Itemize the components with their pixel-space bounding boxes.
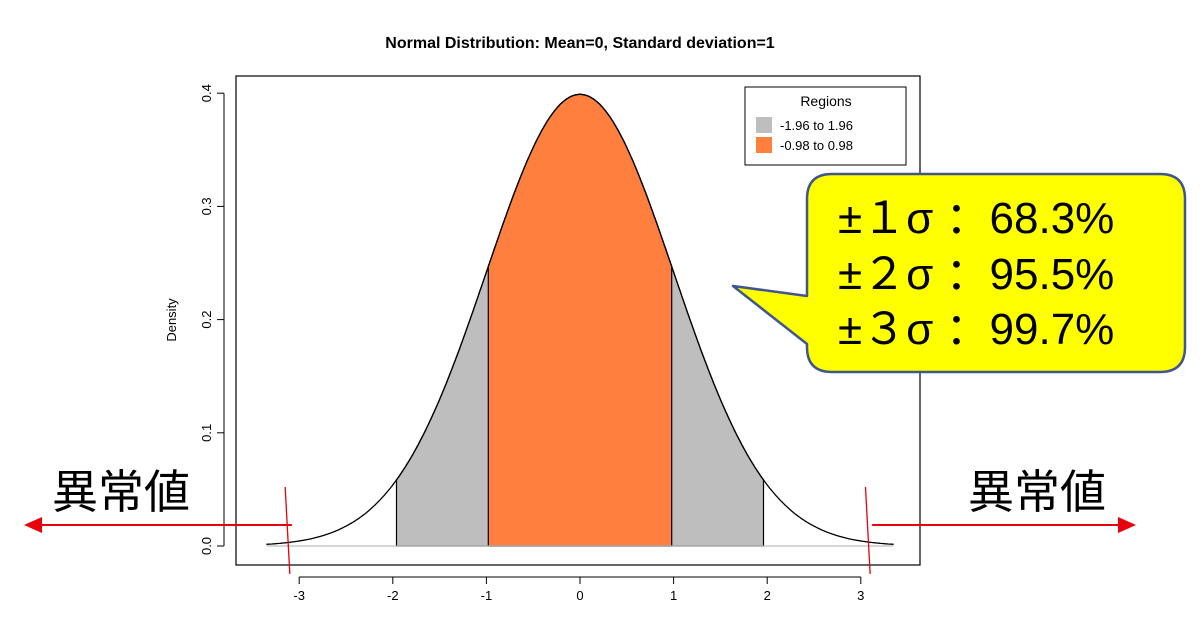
x-tick-label: 2 xyxy=(764,588,771,603)
y-tick-label: 0.1 xyxy=(199,424,214,442)
threshold-line-left xyxy=(284,486,291,575)
density-curve xyxy=(266,93,894,545)
outlier-annotations: 異常値 異常値 xyxy=(24,465,1136,575)
legend: Regions -1.96 to 1.96 -0.98 to 0.98 xyxy=(744,86,907,166)
shaded-regions xyxy=(395,93,765,547)
x-tick-label: -2 xyxy=(387,588,399,603)
threshold-line-right xyxy=(864,486,871,575)
outlier-label-right: 異常値 xyxy=(968,465,1106,519)
x-tick-label: 3 xyxy=(857,588,864,603)
outlier-label-left: 異常値 xyxy=(52,465,190,519)
callout-bubble xyxy=(731,172,1187,374)
arrow-left-head xyxy=(24,517,42,533)
y-tick-label: 0.3 xyxy=(199,197,214,215)
chart-title: Normal Distribution: Mean=0, Standard de… xyxy=(385,35,775,52)
sigma-callout: ±１σ ：68.3% ±２σ ：95.5% ±３σ ：99.7% xyxy=(731,172,1187,374)
legend-entry-inner: -0.98 to 0.98 xyxy=(780,138,853,153)
legend-swatch-outer xyxy=(756,117,772,133)
y-tick-label: 0.2 xyxy=(199,311,214,329)
callout-line-3sigma: ±３σ ：99.7% xyxy=(838,305,1114,354)
x-tick-label: -3 xyxy=(293,588,305,603)
y-axis: 0.0 0.1 0.2 0.3 0.4 xyxy=(199,84,225,555)
legend-swatch-inner xyxy=(756,137,772,153)
x-tick-label: 1 xyxy=(670,588,677,603)
legend-entry-outer: -1.96 to 1.96 xyxy=(780,118,853,133)
y-tick-label: 0.4 xyxy=(199,84,214,102)
callout-line-1sigma: ±１σ ：68.3% xyxy=(838,194,1114,243)
arrow-right-head xyxy=(1118,517,1136,533)
x-tick-label: -1 xyxy=(481,588,493,603)
y-axis-label: Density xyxy=(164,298,179,342)
y-tick-label: 0.0 xyxy=(199,537,214,555)
region-inner xyxy=(487,93,673,547)
x-tick-label: 0 xyxy=(576,588,583,603)
legend-title: Regions xyxy=(800,93,851,109)
x-axis: -3 -2 -1 0 1 2 3 xyxy=(293,576,864,603)
callout-line-2sigma: ±２σ ：95.5% xyxy=(838,250,1114,299)
